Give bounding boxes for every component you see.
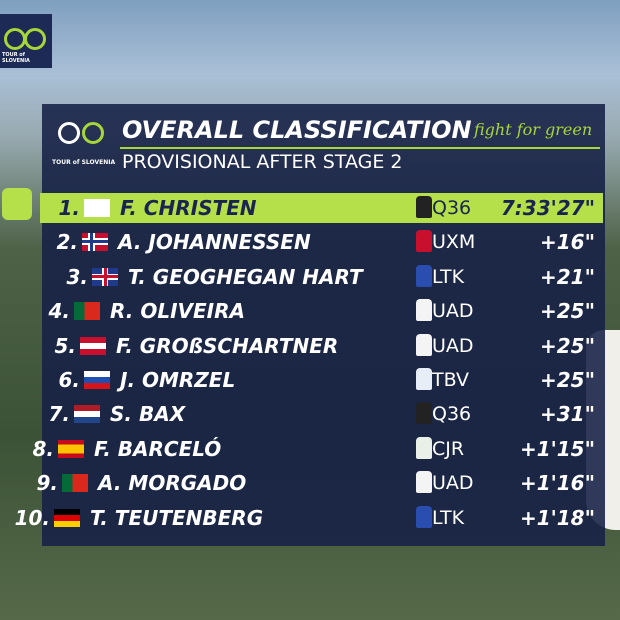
rank: 5. (54, 333, 76, 358)
team-code: UAD (432, 300, 474, 323)
rider-name: F. CHRISTEN (120, 196, 257, 220)
team-code: UAD (432, 334, 474, 357)
rank: 7. (48, 402, 70, 427)
team-jersey (416, 471, 432, 494)
flag (62, 474, 88, 493)
team-jersey (416, 230, 432, 253)
team-jersey (416, 436, 432, 459)
rider-name: A. MORGADO (98, 471, 247, 496)
logo-ring (82, 122, 104, 144)
result-row: 7. S. BAX Q36 +31" (40, 399, 603, 429)
logo-text: TOUR of SLOVENIA (2, 52, 30, 64)
rider-name: T. GEOGHEGAN HART (128, 264, 363, 289)
rider-name: R. OLIVEIRA (110, 299, 245, 324)
team-code: LTK (432, 265, 465, 288)
team-code: CJR (432, 437, 465, 460)
flag (80, 336, 106, 355)
result-row: 4. R. OLIVEIRA UAD +25" (40, 296, 603, 326)
rank: 10. (14, 505, 50, 530)
logo-ring (4, 28, 26, 50)
team-code: Q36 (432, 197, 472, 219)
time-gap: 7:33'27" (500, 196, 595, 220)
result-row: 9. A. MORGADO UAD +1'16" (36, 468, 603, 498)
flag (84, 371, 110, 389)
flag (54, 508, 80, 527)
flag (74, 302, 100, 321)
rider-name: T. TEUTENBERG (90, 505, 264, 530)
rank: 1. (58, 196, 80, 220)
team-jersey (416, 264, 432, 287)
rider-name: F. BARCELÓ (94, 436, 222, 461)
rank: 4. (48, 299, 70, 324)
rider-name: F. GROßSCHARTNER (116, 333, 339, 358)
time-gap: +31" (539, 402, 595, 427)
team-code: LTK (432, 506, 465, 529)
time-gap: +1'15" (519, 436, 595, 461)
rider-name: S. BAX (110, 402, 186, 427)
rider-name: A. JOHANNESSEN (118, 230, 311, 255)
subtitle: PROVISIONAL AFTER STAGE 2 (122, 151, 403, 173)
slogan: fight for green (474, 120, 593, 139)
rider-name: J. OMRZEL (120, 368, 236, 392)
classification-panel (42, 104, 605, 546)
header-logo-text: TOUR of SLOVENIA (52, 159, 116, 166)
result-row: 6. J. OMRZEL TBV +25" (40, 365, 603, 395)
flag (84, 199, 110, 217)
team-code: Q36 (432, 403, 472, 426)
flag (58, 439, 84, 458)
result-row: 8. F. BARCELÓ CJR +1'15" (32, 434, 603, 464)
rank: 2. (56, 230, 78, 255)
time-gap: +21" (539, 264, 595, 289)
team-jersey (416, 505, 432, 528)
title: OVERALL CLASSIFICATION (122, 116, 472, 144)
logo-ring (24, 28, 46, 50)
rank: 6. (58, 368, 80, 392)
team-code: UXM (432, 231, 476, 254)
team-jersey (416, 368, 432, 390)
logo-ring (58, 122, 80, 144)
time-gap: +25" (539, 368, 595, 392)
time-gap: +25" (539, 333, 595, 358)
rank: 8. (32, 436, 54, 461)
team-jersey (416, 299, 432, 322)
divider (120, 147, 600, 149)
team-jersey (416, 402, 432, 425)
result-row: 2. A. JOHANNESSEN UXM +16" (40, 227, 603, 257)
flag (74, 405, 100, 424)
team-jersey (416, 196, 432, 218)
flag (82, 233, 108, 252)
team-code: TBV (432, 369, 470, 391)
rank: 3. (66, 264, 88, 289)
flag (92, 267, 118, 286)
rank: 9. (36, 471, 58, 496)
result-row: 10. T. TEUTENBERG LTK +1'18" (15, 503, 603, 533)
header-logo: TOUR of SLOVENIA (52, 120, 116, 166)
time-gap: +1'16" (519, 471, 595, 496)
time-gap: +16" (539, 230, 595, 255)
result-row: 5. F. GROßSCHARTNER UAD +25" (40, 331, 603, 361)
result-row: 3. T. GEOGHEGAN HART LTK +21" (40, 262, 603, 292)
corner-logo: TOUR of SLOVENIA (0, 14, 52, 68)
time-gap: +25" (539, 299, 595, 324)
result-row: 1. F. CHRISTEN Q36 7:33'27" (40, 193, 603, 223)
team-code: UAD (432, 472, 474, 495)
team-jersey (416, 333, 432, 356)
time-gap: +1'18" (519, 505, 595, 530)
leader-jersey (2, 188, 32, 220)
